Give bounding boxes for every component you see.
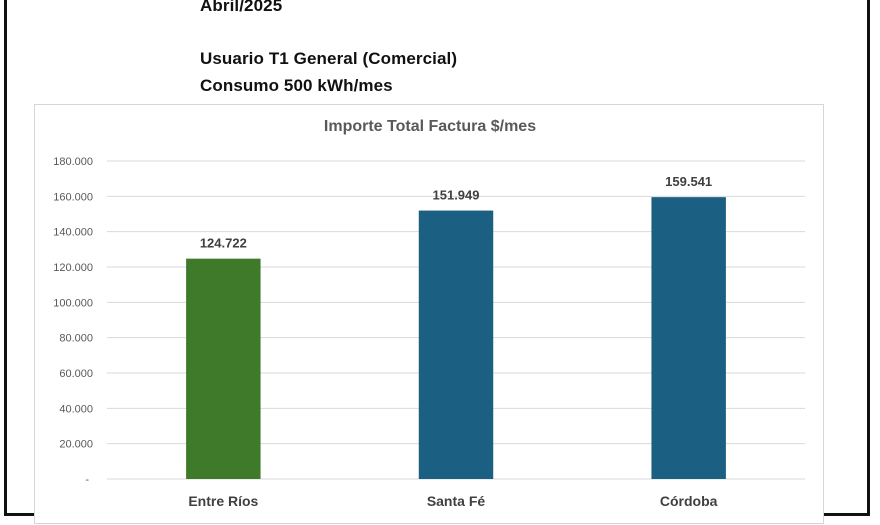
data-label: 124.722 bbox=[200, 236, 247, 251]
x-axis-ticks: Entre Ríos Santa Fé Córdoba bbox=[188, 493, 717, 509]
y-tick-label: 20.000 bbox=[59, 439, 93, 451]
x-tick-label: Córdoba bbox=[660, 493, 718, 509]
data-label: 159.541 bbox=[665, 174, 712, 189]
bar bbox=[651, 197, 726, 479]
x-tick-label: Entre Ríos bbox=[188, 493, 258, 509]
y-tick-label: 60.000 bbox=[59, 368, 93, 380]
x-tick-label: Santa Fé bbox=[427, 493, 486, 509]
y-tick-label: 120.000 bbox=[53, 262, 93, 274]
bar bbox=[186, 258, 261, 479]
data-labels: 124.722 151.949 159.541 bbox=[200, 174, 712, 251]
user-type-heading: Usuario T1 General (Comercial) bbox=[200, 49, 458, 68]
y-tick-label: 40.000 bbox=[59, 403, 93, 415]
y-tick-label: 180.000 bbox=[53, 156, 93, 168]
bar bbox=[418, 210, 494, 479]
y-axis-ticks: - 20.000 40.000 60.000 80.000 100.000 120.000 1… bbox=[53, 156, 93, 486]
chart-title: Importe Total Factura $/mes bbox=[324, 118, 536, 135]
report-period: Abril/2025 bbox=[200, 0, 283, 15]
y-tick-label: 140.000 bbox=[53, 227, 93, 239]
y-tick-label: 80.000 bbox=[59, 333, 93, 345]
y-tick-label: 160.000 bbox=[53, 191, 93, 203]
y-tick-label: 100.000 bbox=[53, 297, 93, 309]
data-label: 151.949 bbox=[433, 188, 480, 203]
chart-container: Importe Total Factura $/mes - 20.000 40.00… bbox=[34, 104, 824, 524]
consumption-heading: Consumo 500 kWh/mes bbox=[200, 76, 393, 95]
bar-chart: Importe Total Factura $/mes - 20.000 40.00… bbox=[53, 118, 805, 509]
bars bbox=[186, 197, 726, 479]
y-tick-label: - bbox=[85, 474, 89, 486]
